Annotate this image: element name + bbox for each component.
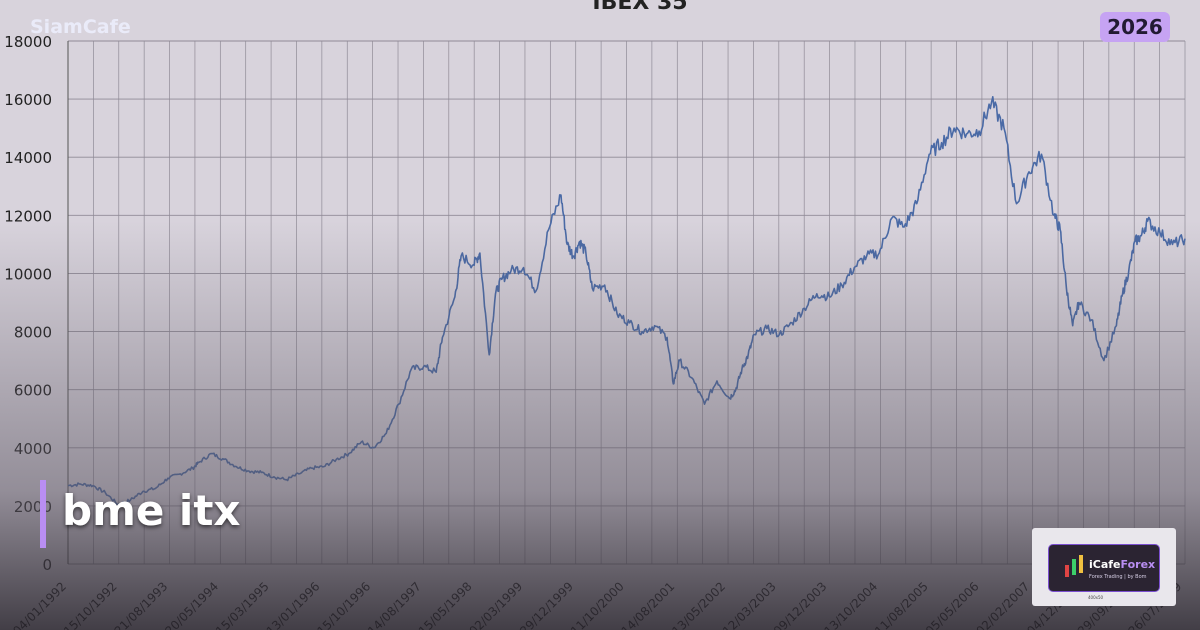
- promo-card-title: iCafeForex: [1089, 558, 1156, 571]
- y-tick-label: 12000: [4, 207, 52, 225]
- promo-card[interactable]: iCafeForex Forex Trading | by Bom 400x50: [1032, 528, 1176, 606]
- headline-accent-bar: [40, 480, 46, 548]
- promo-card-subtitle: Forex Trading | by Bom: [1089, 574, 1147, 580]
- brand-watermark: SiamCafe: [30, 16, 131, 38]
- headline-title: bme itx: [62, 486, 241, 535]
- y-tick-label: 6000: [14, 382, 52, 400]
- promo-card-banner: iCafeForex Forex Trading | by Bom: [1048, 544, 1160, 592]
- y-tick-label: 2000: [14, 498, 52, 516]
- y-tick-label: 16000: [4, 91, 52, 109]
- y-tick-label: 14000: [4, 149, 52, 167]
- chart-title: IBEX 35: [592, 0, 687, 15]
- y-tick-label: 0: [42, 556, 52, 574]
- year-badge: 2026: [1100, 12, 1170, 42]
- candlestick-icon: [1065, 555, 1083, 577]
- y-tick-label: 10000: [4, 265, 52, 283]
- promo-card-tag: 400x50: [1088, 595, 1104, 600]
- y-tick-label: 4000: [14, 440, 52, 458]
- y-tick-label: 8000: [14, 324, 52, 342]
